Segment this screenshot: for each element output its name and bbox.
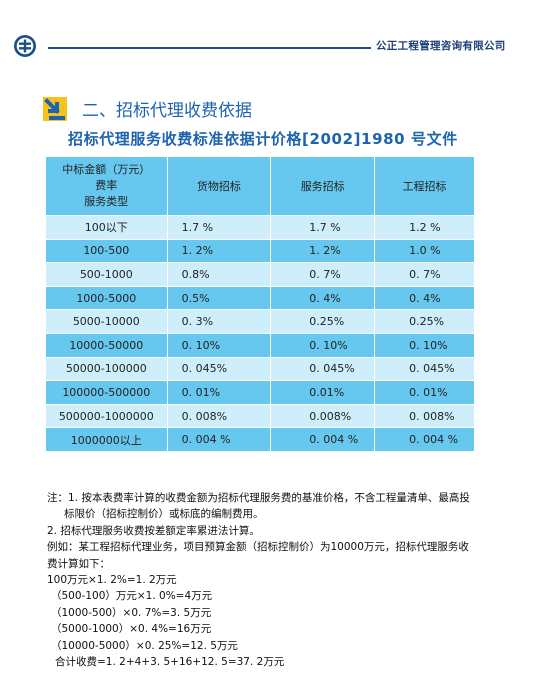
column-header-engineering: 工程招标	[374, 156, 475, 216]
service-rate-cell: 1.7 %	[270, 215, 376, 240]
band-cell: 100000-500000	[45, 380, 168, 405]
goods-rate-cell: 0. 045%	[166, 356, 272, 382]
section-heading: 二、招标代理收费依据	[82, 101, 252, 121]
notes-block: 注：1. 按本表费率计算的收费金额为招标代理服务费的基准价格，不含工程量清单、最…	[47, 490, 517, 670]
company-name: 公正工程管理咨询有限公司	[376, 40, 506, 52]
goods-rate-cell: 0.5%	[166, 285, 272, 311]
engineering-rate-cell: 0. 10%	[374, 332, 475, 358]
service-rate-cell: 0. 7%	[270, 262, 376, 287]
calc-total-line: 合计收费=1. 2+4+3. 5+16+12. 5=37. 2万元	[55, 656, 285, 669]
corner-line-amount: 中标金额（万元）	[62, 163, 151, 176]
band-cell: 10000-50000	[45, 332, 168, 358]
company-logo-icon	[14, 35, 36, 57]
engineering-rate-cell: 0.25%	[374, 309, 475, 334]
note-2: 2. 招标代理服务收费按差额定率累进法计算。	[47, 524, 260, 537]
column-header-goods: 货物招标	[166, 156, 272, 216]
engineering-rate-cell: 0. 008%	[374, 403, 475, 429]
table-row: 500000-1000000 0. 008% 0.008% 0. 008%	[45, 403, 475, 429]
table-row: 500-1000 0.8% 0. 7% 0. 7%	[45, 262, 475, 287]
table-row: 5000-10000 0. 3% 0.25% 0.25%	[45, 309, 475, 334]
note-1-line-1: 注：1. 按本表费率计算的收费金额为招标代理服务费的基准价格，不含工程量清单、最…	[47, 492, 470, 504]
calc-line: （5000-1000）×0. 4%=16万元	[51, 623, 212, 636]
engineering-rate-cell: 1.2 %	[374, 215, 475, 240]
goods-rate-cell: 1.7 %	[166, 215, 272, 240]
service-rate-cell: 0. 10%	[270, 332, 376, 358]
table-row: 1000000以上 0. 004 % 0. 004 % 0. 004 %	[45, 427, 475, 452]
engineering-rate-cell: 0. 01%	[374, 380, 475, 405]
goods-rate-cell: 0.8%	[166, 262, 272, 287]
goods-rate-cell: 0. 008%	[166, 403, 272, 429]
calc-line: （500-100）万元×1. 0%=4万元	[51, 590, 213, 603]
table-row: 50000-100000 0. 045% 0. 045% 0. 045%	[45, 356, 475, 382]
calc-line: （10000-5000）×0. 25%=12. 5万元	[51, 639, 238, 652]
corner-line-rate: 费率	[95, 179, 118, 192]
band-cell: 1000-5000	[45, 285, 168, 311]
table-row: 10000-50000 0. 10% 0. 10% 0. 10%	[45, 332, 475, 358]
goods-rate-cell: 0. 004 %	[166, 427, 272, 452]
arrow-down-right-icon	[43, 97, 67, 121]
band-cell: 100以下	[45, 215, 168, 240]
table-row: 1000-5000 0.5% 0. 4% 0. 4%	[45, 285, 475, 311]
goods-rate-cell: 0. 01%	[166, 380, 272, 405]
engineering-rate-cell: 0. 7%	[374, 262, 475, 287]
calc-line: 100万元×1. 2%=1. 2万元	[47, 574, 177, 587]
service-rate-cell: 0.008%	[270, 403, 376, 429]
band-cell: 50000-100000	[45, 356, 168, 382]
engineering-rate-cell: 0. 045%	[374, 356, 475, 382]
goods-rate-cell: 1. 2%	[166, 238, 272, 264]
service-rate-cell: 0.25%	[270, 309, 376, 334]
band-cell: 500-1000	[45, 262, 168, 287]
service-rate-cell: 0. 045%	[270, 356, 376, 382]
corner-line-type: 服务类型	[84, 195, 129, 208]
table-row: 100-500 1. 2% 1. 2% 1.0 %	[45, 238, 475, 264]
calc-line: （1000-500）×0. 7%=3. 5万元	[51, 606, 212, 619]
band-cell: 5000-10000	[45, 309, 168, 334]
engineering-rate-cell: 1.0 %	[374, 238, 475, 264]
service-rate-cell: 0. 4%	[270, 285, 376, 311]
table-row: 100000-500000 0. 01% 0.01% 0. 01%	[45, 380, 475, 405]
example-line-2: 费计算如下：	[47, 557, 110, 570]
note-1-line-2: 标限价（招标控制价）或标底的编制费用。	[64, 508, 264, 521]
service-rate-cell: 0. 004 %	[270, 427, 376, 452]
column-header-service: 服务招标	[270, 156, 376, 216]
engineering-rate-cell: 0. 4%	[374, 285, 475, 311]
table-header-row: 中标金额（万元） 费率 服务类型 货物招标 服务招标 工程招标	[45, 156, 475, 216]
goods-rate-cell: 0. 3%	[166, 309, 272, 334]
band-cell: 500000-1000000	[45, 403, 168, 429]
band-cell: 100-500	[45, 238, 168, 264]
engineering-rate-cell: 0. 004 %	[374, 427, 475, 452]
table-title: 招标代理服务收费标准依据计价格[2002]1980 号文件	[68, 130, 458, 148]
band-cell: 1000000以上	[45, 427, 168, 452]
example-line-1: 例如：某工程招标代理业务，项目预算金额（招标控制价）为10000万元，招标代理服…	[47, 541, 469, 554]
service-rate-cell: 0.01%	[270, 380, 376, 405]
header-rule	[48, 47, 371, 49]
corner-header-cell: 中标金额（万元） 费率 服务类型	[45, 156, 168, 216]
fee-rate-table: 中标金额（万元） 费率 服务类型 货物招标 服务招标 工程招标 100以下 1.…	[45, 156, 475, 452]
service-rate-cell: 1. 2%	[270, 238, 376, 264]
table-row: 100以下 1.7 % 1.7 % 1.2 %	[45, 215, 475, 240]
goods-rate-cell: 0. 10%	[166, 332, 272, 358]
